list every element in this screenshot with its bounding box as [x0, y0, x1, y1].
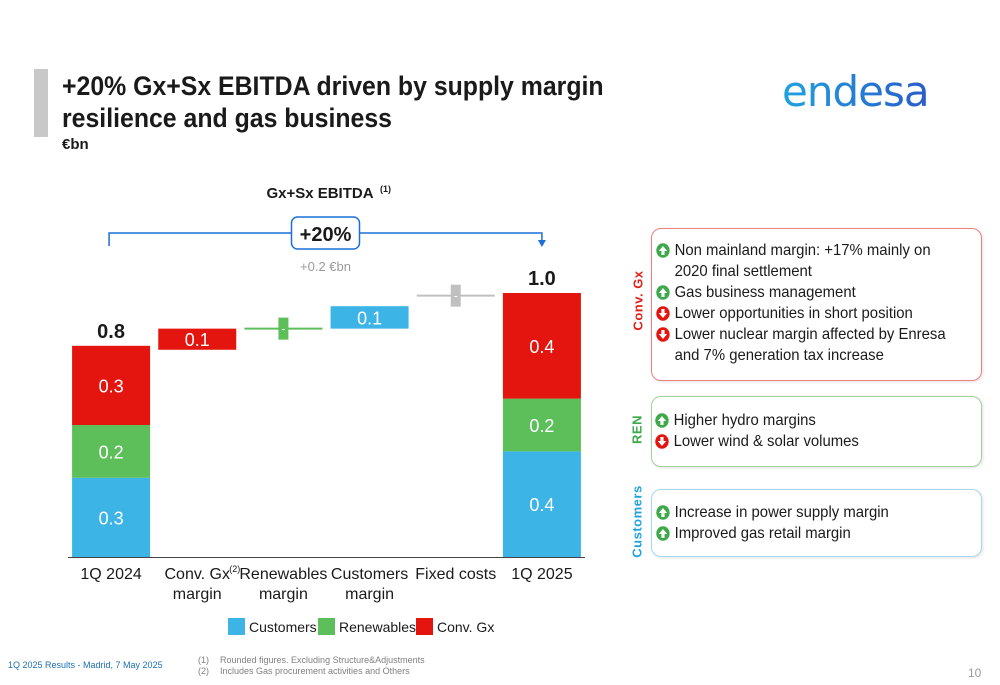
bar-total-label: 0.8	[97, 321, 125, 343]
growth-badge	[290, 216, 361, 250]
ren-bullet-item: Higher hydro margins	[655, 410, 954, 431]
step-marker	[278, 317, 289, 340]
legend-label: Customers	[249, 619, 317, 635]
bar-value-label: 0.2	[529, 416, 554, 436]
growth-abs-label: +0.2 €bn	[300, 259, 351, 274]
bar-segment-customers	[502, 451, 581, 557]
bar-value-label: 0.4	[529, 337, 554, 357]
ren-panel: Higher hydro margins Lower wind & solar v…	[651, 396, 982, 467]
arrow-down-icon	[655, 434, 669, 449]
step-value-label: -	[281, 322, 285, 336]
bullet-text: Non mainland margin: +17% mainly on 2020…	[674, 242, 931, 280]
ren-bullets: Higher hydro margins Lower wind & solar v…	[655, 410, 977, 452]
footnotes: (1) Rounded figures. Excluding Structure&…	[198, 655, 425, 677]
ren-bullet-item: Lower wind & solar volumes	[655, 431, 954, 452]
x-tick-label: 1Q 2024	[80, 566, 141, 583]
footnote-2: (2) Includes Gas procurement activities a…	[198, 666, 410, 676]
bar-segment-conv-gx	[502, 293, 581, 399]
step-value-label: 0.1	[357, 308, 382, 328]
step-bar	[158, 328, 237, 350]
legend-swatch-renewables	[318, 618, 335, 635]
bullet-text: Lower wind & solar volumes	[673, 433, 859, 450]
conv-gx-bullet-item: Lower opportunities in short position	[656, 303, 955, 324]
conv-gx-panel: Non mainland margin: +17% mainly on 2020…	[651, 228, 982, 381]
x-tick-label: margin	[259, 586, 308, 603]
step-value-label: -	[454, 289, 458, 303]
customers-bullet-item: Increase in power supply margin	[656, 502, 955, 523]
growth-percent-label: +20%	[300, 224, 352, 246]
step-bar	[330, 306, 409, 329]
endesa-logo: endesa	[782, 67, 930, 116]
chart-title-note: (1)	[380, 184, 391, 194]
panel-label-customers: Customers	[629, 485, 645, 558]
x-tick-note: (2)	[229, 564, 240, 574]
x-tick-label: Conv. Gx	[165, 566, 231, 583]
bullet-text: Improved gas retail margin	[674, 525, 851, 542]
growth-arrowhead	[537, 240, 546, 247]
arrow-down-icon	[656, 327, 670, 342]
bar-segment-renewables	[72, 425, 151, 478]
bullet-text: Higher hydro margins	[673, 412, 816, 429]
footnote-1: (1) Rounded figures. Excluding Structure&…	[198, 655, 425, 665]
arrow-up-icon	[655, 413, 669, 428]
x-tick-label: Fixed costs	[415, 566, 496, 583]
conv-gx-bullets: Non mainland margin: +17% mainly on 2020…	[656, 240, 978, 366]
bar-segment-renewables	[502, 398, 581, 452]
customers-panel: Increase in power supply margin Improved …	[651, 489, 982, 557]
step-marker	[450, 284, 461, 307]
x-tick-label: 1Q 2025	[511, 566, 572, 583]
bullet-text: Lower opportunities in short position	[674, 305, 913, 322]
conv-gx-bullet-item: Non mainland margin: +17% mainly on 2020…	[656, 240, 955, 282]
unit-label: €bn	[62, 136, 89, 153]
bullet-text: Gas business management	[674, 284, 856, 301]
legend-label: Renewables	[339, 619, 416, 635]
title-accent-bar	[34, 69, 48, 137]
panel-label-conv-gx: Conv. Gx	[630, 270, 646, 331]
bar-value-label: 0.3	[99, 376, 124, 396]
svg-text:endesa: endesa	[782, 67, 929, 116]
chart-title: Gx+Sx EBITDA	[266, 185, 373, 202]
step-value-label: 0.1	[185, 330, 210, 350]
arrow-up-icon	[656, 526, 670, 541]
customers-bullet-item: Improved gas retail margin	[656, 523, 955, 544]
legend-label: Conv. Gx	[437, 619, 494, 635]
bar-value-label: 0.2	[99, 442, 124, 462]
x-tick-label: margin	[345, 586, 394, 603]
arrow-up-icon	[656, 505, 670, 520]
page-number: 10	[968, 666, 982, 680]
legend-swatch-customers	[228, 618, 245, 635]
footer-event: 1Q 2025 Results - Madrid, 7 May 2025	[8, 660, 163, 670]
x-tick-label: Customers	[331, 566, 408, 583]
bar-value-label: 0.4	[529, 495, 554, 515]
page-title: +20% Gx+Sx EBITDA driven by supply margi…	[62, 71, 604, 133]
bar-value-label: 0.3	[99, 508, 124, 528]
bar-segment-customers	[72, 477, 151, 557]
arrow-up-icon	[656, 243, 670, 258]
x-tick-label: margin	[173, 586, 222, 603]
legend-swatch-conv-gx	[416, 618, 433, 635]
customers-bullets: Increase in power supply margin Improved …	[656, 502, 978, 544]
bar-total-label: 1.0	[528, 268, 556, 290]
arrow-up-icon	[656, 285, 670, 300]
arrow-down-icon	[656, 306, 670, 321]
bar-segment-conv-gx	[72, 345, 151, 425]
panel-label-ren: REN	[629, 415, 645, 444]
conv-gx-bullet-item: Lower nuclear margin affected by Enresa …	[656, 324, 955, 366]
bullet-text: Increase in power supply margin	[674, 504, 889, 521]
conv-gx-bullet-item: Gas business management	[656, 282, 955, 303]
bullet-text: Lower nuclear margin affected by Enresa …	[674, 326, 946, 364]
x-tick-label: Renewables	[239, 566, 327, 583]
